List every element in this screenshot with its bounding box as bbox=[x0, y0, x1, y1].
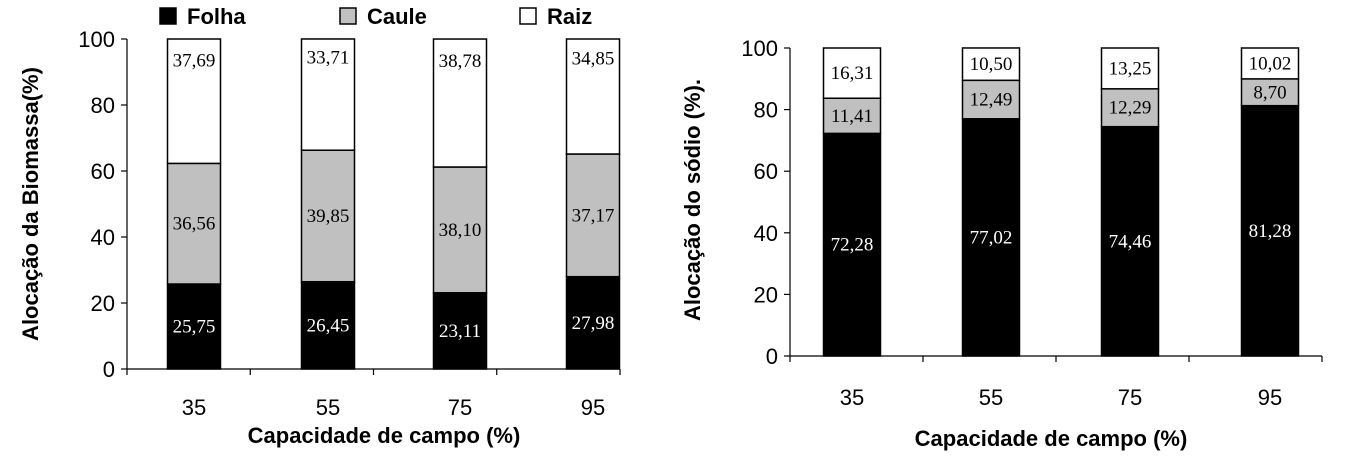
y-tick-label: 20 bbox=[91, 291, 115, 316]
y-axis-title: Alocação da Biomassa(%) bbox=[18, 67, 43, 341]
bar-segment bbox=[432, 166, 488, 294]
data-label: 13,25 bbox=[1109, 58, 1152, 79]
data-label: 23,11 bbox=[439, 321, 481, 342]
y-tick-label: 40 bbox=[754, 221, 778, 246]
bar-segment bbox=[1100, 88, 1160, 128]
data-label: 27,98 bbox=[572, 313, 615, 334]
data-label: 11,41 bbox=[831, 106, 873, 127]
legend-swatch bbox=[159, 7, 177, 25]
bar-segment bbox=[565, 38, 621, 155]
data-label: 36,56 bbox=[173, 214, 216, 235]
legend-label: Caule bbox=[367, 4, 427, 29]
bar-segment bbox=[822, 47, 882, 99]
legend-swatch bbox=[519, 7, 537, 25]
data-label: 77,02 bbox=[970, 227, 1013, 248]
x-axis-title: Capacidade de campo (%) bbox=[248, 423, 521, 448]
legend-label: Raiz bbox=[547, 4, 592, 29]
bar-segment bbox=[565, 275, 621, 370]
x-tick-label: 35 bbox=[840, 385, 864, 410]
data-label: 34,85 bbox=[572, 48, 615, 69]
data-label: 25,75 bbox=[173, 317, 216, 338]
x-tick-label: 95 bbox=[581, 395, 605, 420]
x-axis-title: Capacidade de campo (%) bbox=[915, 426, 1188, 451]
bar-segment bbox=[1240, 104, 1300, 357]
y-tick-label: 0 bbox=[103, 357, 115, 382]
legend-label: Folha bbox=[187, 4, 246, 29]
y-tick-label: 80 bbox=[91, 93, 115, 118]
bar-segment bbox=[961, 118, 1021, 357]
data-label: 81,28 bbox=[1249, 221, 1292, 242]
y-tick-label: 60 bbox=[754, 159, 778, 184]
y-tick-label: 100 bbox=[741, 36, 778, 61]
y-axis-title: Alocação do sódio (%). bbox=[680, 79, 705, 321]
x-tick-label: 35 bbox=[182, 395, 206, 420]
x-tick-label: 55 bbox=[979, 385, 1003, 410]
data-label: 37,69 bbox=[173, 50, 216, 71]
data-label: 72,28 bbox=[831, 235, 874, 256]
bar-segment bbox=[300, 38, 356, 151]
bar-segment bbox=[432, 38, 488, 168]
y-tick-label: 0 bbox=[766, 344, 778, 369]
bar-segment bbox=[961, 47, 1021, 82]
x-tick-label: 95 bbox=[1258, 385, 1282, 410]
legend-swatch bbox=[339, 7, 357, 25]
bar-segment bbox=[300, 149, 356, 283]
x-tick-label: 75 bbox=[448, 395, 472, 420]
data-label: 10,02 bbox=[1249, 53, 1292, 74]
x-tick-label: 75 bbox=[1118, 385, 1142, 410]
bar-segment bbox=[822, 132, 882, 357]
bar-segment bbox=[822, 97, 882, 135]
data-label: 74,46 bbox=[1109, 231, 1152, 252]
x-tick-label: 55 bbox=[316, 395, 340, 420]
data-label: 8,70 bbox=[1253, 82, 1286, 103]
data-label: 38,78 bbox=[439, 51, 482, 72]
biomass-allocation-chart: 25,75 36,56 37,69 26,45 39,85 33,71 23,11 38,10… bbox=[18, 4, 621, 448]
data-label: 12,49 bbox=[970, 90, 1013, 111]
data-label: 16,31 bbox=[831, 63, 874, 84]
data-label: 37,17 bbox=[572, 205, 615, 226]
y-tick-label: 20 bbox=[754, 282, 778, 307]
y-tick-label: 80 bbox=[754, 98, 778, 123]
bar-segment bbox=[961, 79, 1021, 120]
bar-segment bbox=[166, 162, 222, 285]
bar-segment bbox=[1240, 47, 1300, 80]
y-tick-label: 40 bbox=[91, 225, 115, 250]
y-tick-label: 100 bbox=[78, 27, 115, 52]
bar-segment bbox=[565, 153, 621, 278]
sodium-allocation-chart: 72,28 11,41 16,31 77,02 12,49 10,50 74,46 12,29… bbox=[680, 36, 1323, 451]
data-label: 33,71 bbox=[307, 47, 350, 68]
y-tick-label: 60 bbox=[91, 159, 115, 184]
bar-segment bbox=[166, 38, 222, 165]
data-label: 26,45 bbox=[307, 315, 350, 336]
bar-segment bbox=[1100, 47, 1160, 90]
data-label: 12,29 bbox=[1109, 98, 1152, 119]
data-label: 38,10 bbox=[439, 220, 482, 241]
bar-segment bbox=[166, 283, 222, 370]
data-label: 39,85 bbox=[307, 206, 350, 227]
data-label: 10,50 bbox=[970, 54, 1013, 75]
bar-segment bbox=[300, 280, 356, 370]
